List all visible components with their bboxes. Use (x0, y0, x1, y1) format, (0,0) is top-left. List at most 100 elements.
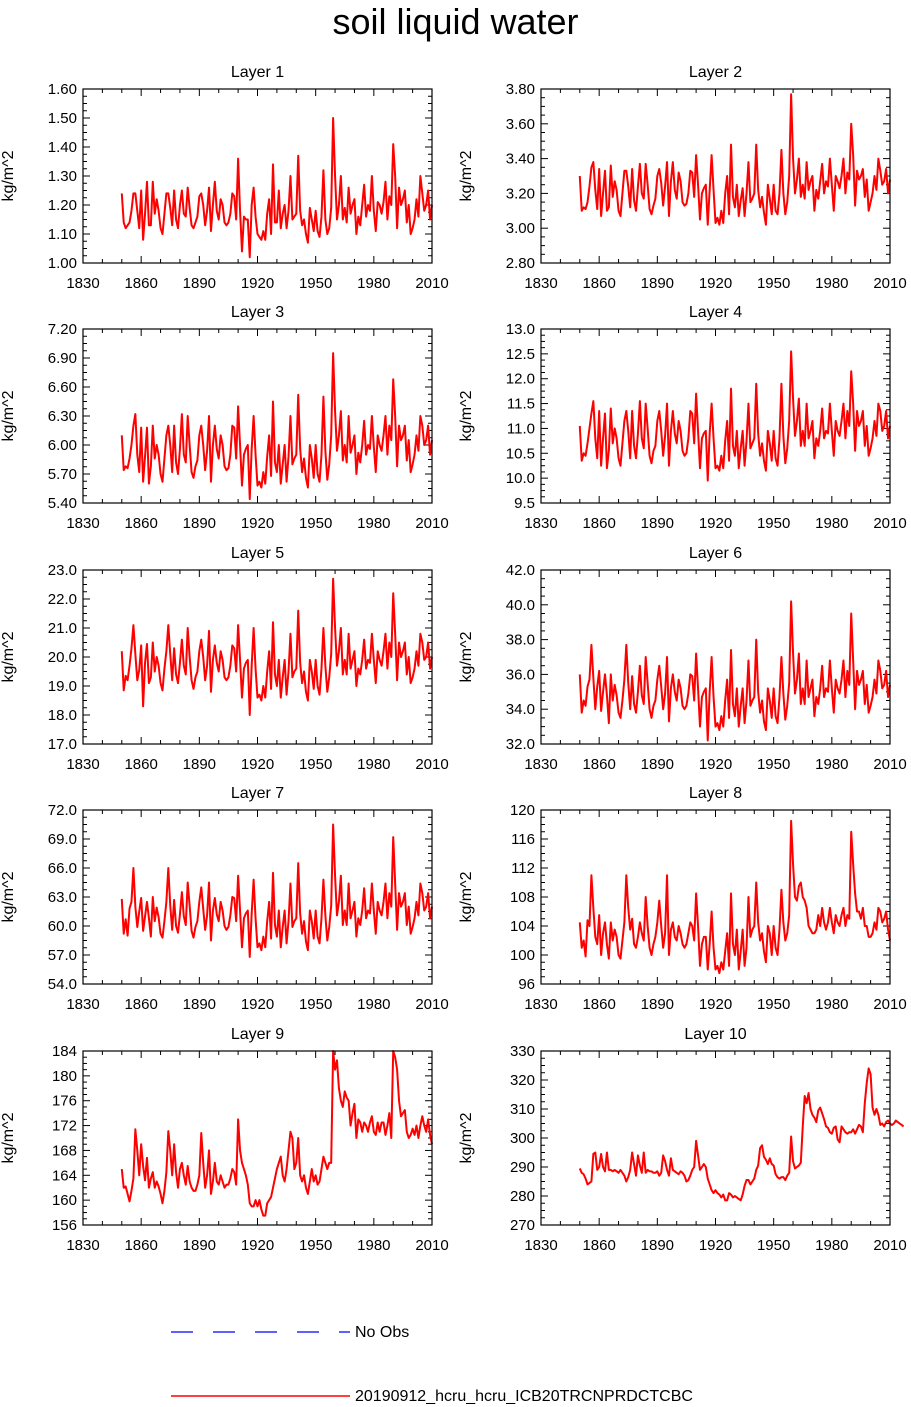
x-tick-label: 2010 (873, 756, 906, 773)
y-tick-label: 330 (510, 1043, 535, 1060)
x-tick-label: 1950 (299, 756, 332, 773)
y-tick-label: 3.40 (506, 151, 535, 168)
series-line (120, 577, 433, 716)
x-tick-label: 1890 (641, 996, 674, 1013)
x-tick-label: 1830 (66, 1237, 99, 1254)
y-tick-label: 1.50 (48, 110, 77, 127)
x-tick-label: 2010 (873, 515, 906, 532)
y-tick-label: 112 (511, 860, 535, 877)
y-axis-label: kg/m^2 (458, 1112, 475, 1163)
x-tick-label: 1980 (357, 996, 390, 1013)
x-tick-label: 1920 (241, 275, 274, 292)
y-tick-label: 72.0 (48, 802, 77, 819)
y-tick-label: 34.0 (506, 701, 535, 718)
x-tick-label: 2010 (415, 756, 448, 773)
y-tick-label: 300 (510, 1130, 535, 1147)
y-tick-label: 1.30 (48, 168, 77, 185)
panel-title: Layer 3 (231, 304, 284, 321)
y-tick-label: 60.0 (48, 918, 77, 935)
x-tick-label: 1890 (183, 756, 216, 773)
x-tick-label: 1950 (757, 996, 790, 1013)
series-line (578, 1067, 905, 1202)
x-tick-label: 2010 (873, 275, 906, 292)
x-tick-label: 2010 (415, 1237, 448, 1254)
plot-frame (540, 809, 891, 985)
x-tick-label: 1950 (299, 515, 332, 532)
panel-layer-3: Layer 3 kg/m^2 1830 1860 1890 1920 1950 1980 201… (0, 304, 449, 532)
x-tick-label: 1830 (66, 756, 99, 773)
plot-frame (82, 1050, 433, 1226)
x-tick-label: 1980 (357, 275, 390, 292)
panel-title: Layer 8 (689, 785, 742, 802)
x-tick-label: 1920 (241, 1237, 274, 1254)
y-tick-label: 168 (52, 1142, 77, 1159)
x-tick-label: 2010 (415, 996, 448, 1013)
plot-frame (540, 1050, 891, 1226)
y-tick-label: 6.00 (48, 437, 77, 454)
x-tick-label: 1950 (757, 275, 790, 292)
y-tick-label: 184 (52, 1043, 77, 1060)
panel-layer-8: Layer 8 kg/m^2 1830 1860 1890 1920 1950 1980 201… (458, 785, 907, 1013)
series-line (120, 823, 433, 958)
y-axis-label: kg/m^2 (458, 871, 475, 922)
y-tick-label: 1.60 (48, 81, 77, 98)
x-tick-label: 1920 (699, 996, 732, 1013)
x-tick-label: 1830 (66, 996, 99, 1013)
y-tick-label: 3.60 (506, 116, 535, 133)
x-tick-label: 1860 (582, 515, 615, 532)
series-line (578, 819, 891, 975)
x-tick-label: 1980 (815, 1237, 848, 1254)
y-axis-label: kg/m^2 (0, 871, 17, 922)
plot-frame (82, 569, 433, 745)
y-tick-label: 5.70 (48, 466, 77, 483)
x-tick-label: 1860 (582, 756, 615, 773)
series-line (578, 350, 891, 482)
panel-layer-2: Layer 2 kg/m^2 1830 1860 1890 1920 1950 1980 201… (458, 64, 907, 292)
x-tick-label: 1830 (524, 756, 557, 773)
x-tick-label: 2010 (415, 515, 448, 532)
y-tick-label: 96 (518, 976, 535, 993)
y-tick-label: 10.5 (506, 445, 535, 462)
x-tick-label: 1980 (357, 515, 390, 532)
panel-layer-9: Layer 9 kg/m^2 1830 1860 1890 1920 1950 1980 201… (0, 1026, 449, 1254)
y-tick-label: 23.0 (48, 562, 77, 579)
y-tick-label: 42.0 (506, 562, 535, 579)
plot-frame (540, 88, 891, 264)
y-axis-label: kg/m^2 (0, 1112, 17, 1163)
plot-frame (82, 88, 433, 264)
panel-layer-6: Layer 6 kg/m^2 1830 1860 1890 1920 1950 1980 201… (458, 545, 907, 773)
series-line (578, 600, 891, 742)
panel-title: Layer 9 (231, 1026, 284, 1043)
y-tick-label: 1.20 (48, 197, 77, 214)
panel-layer-1: Layer 1 kg/m^2 1830 1860 1890 1920 1950 1980 201… (0, 64, 449, 292)
series-line (120, 117, 433, 259)
y-tick-label: 6.60 (48, 379, 77, 396)
x-tick-label: 2010 (873, 1237, 906, 1254)
x-tick-label: 1830 (66, 275, 99, 292)
y-tick-label: 18.0 (48, 707, 77, 724)
y-axis-label: kg/m^2 (0, 150, 17, 201)
x-tick-label: 1890 (183, 515, 216, 532)
x-tick-label: 1920 (699, 756, 732, 773)
y-tick-label: 1.00 (48, 255, 77, 272)
panel-title: Layer 4 (689, 304, 742, 321)
x-tick-label: 1950 (757, 1237, 790, 1254)
x-tick-label: 1890 (641, 515, 674, 532)
y-tick-label: 108 (510, 889, 535, 906)
y-tick-label: 7.20 (48, 321, 77, 338)
y-tick-label: 3.80 (506, 81, 535, 98)
panel-title: Layer 1 (231, 64, 284, 81)
x-tick-label: 1830 (524, 1237, 557, 1254)
y-tick-label: 12.5 (506, 346, 535, 363)
y-tick-label: 40.0 (506, 597, 535, 614)
y-tick-label: 57.0 (48, 947, 77, 964)
panel-layer-4: Layer 4 kg/m^2 1830 1860 1890 1920 1950 1980 201… (458, 304, 907, 532)
panel-layer-7: Layer 7 kg/m^2 1830 1860 1890 1920 1950 1980 201… (0, 785, 449, 1013)
y-tick-label: 2.80 (506, 255, 535, 272)
y-tick-label: 3.20 (506, 185, 535, 202)
x-tick-label: 1950 (757, 756, 790, 773)
y-tick-label: 69.0 (48, 831, 77, 848)
y-tick-label: 66.0 (48, 860, 77, 877)
y-tick-label: 12.0 (506, 371, 535, 388)
panel-title: Layer 7 (231, 785, 284, 802)
